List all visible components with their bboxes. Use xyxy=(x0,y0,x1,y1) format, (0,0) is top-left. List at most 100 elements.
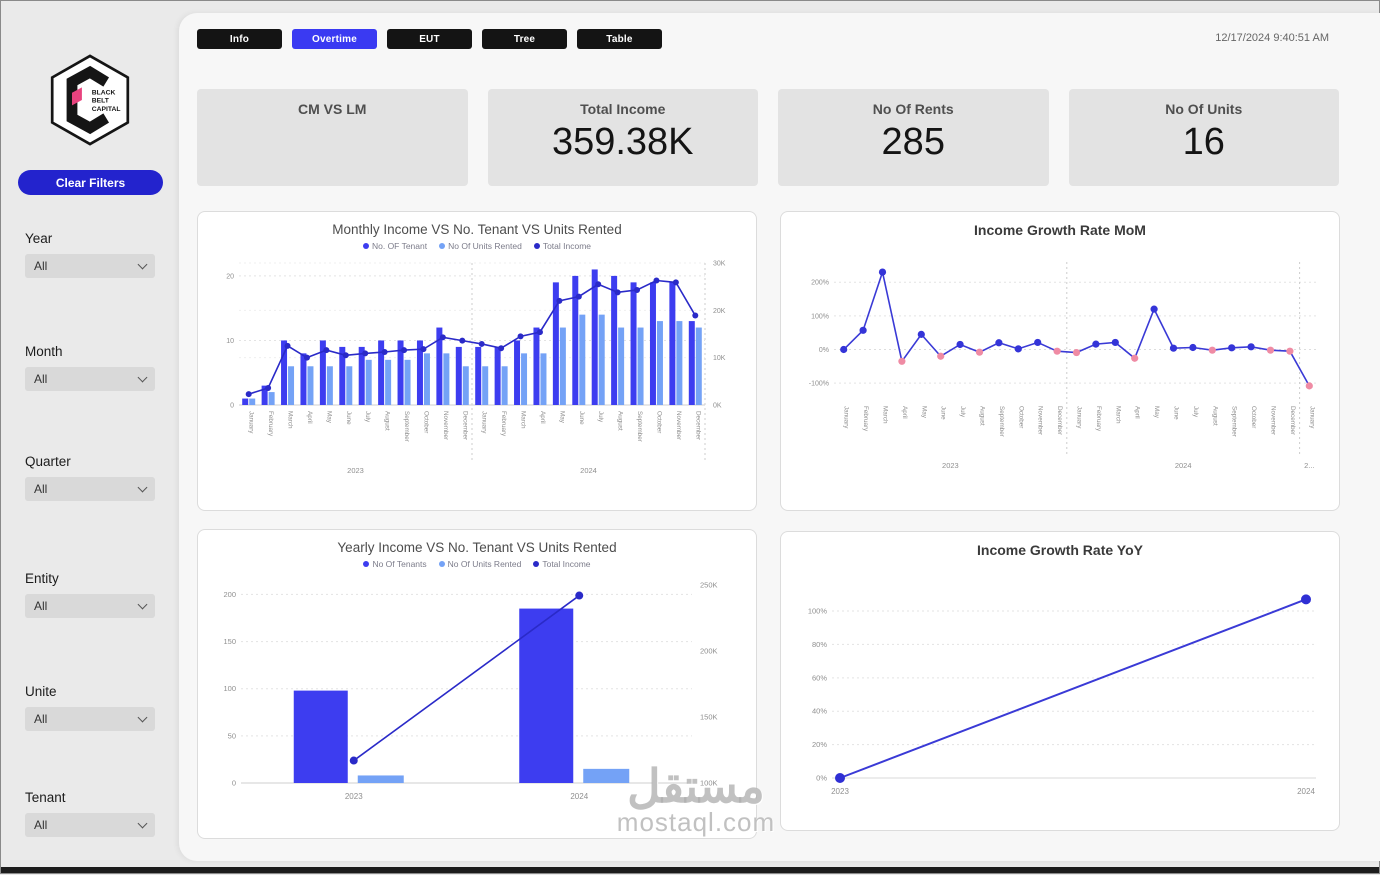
mom-point[interactable] xyxy=(1150,305,1158,313)
tenant-bar[interactable] xyxy=(552,282,559,405)
total-income-point[interactable] xyxy=(284,342,291,349)
total-income-point[interactable] xyxy=(458,337,465,344)
tab-table[interactable]: Table xyxy=(577,29,662,49)
tenants-bar[interactable] xyxy=(293,690,348,783)
units-bar[interactable] xyxy=(617,327,624,405)
tenant-bar[interactable] xyxy=(630,282,637,405)
tenant-bar[interactable] xyxy=(416,340,423,405)
units-bar[interactable] xyxy=(520,353,527,405)
total-income-point[interactable] xyxy=(439,334,446,341)
tenant-bar[interactable] xyxy=(241,398,248,405)
units-bar[interactable] xyxy=(656,321,663,405)
mom-point[interactable] xyxy=(917,330,925,338)
mom-point[interactable] xyxy=(1033,338,1041,347)
mom-point[interactable] xyxy=(878,268,886,276)
unite-filter-dropdown[interactable]: All xyxy=(25,707,155,731)
total-income-point[interactable] xyxy=(400,347,407,354)
total-income-point[interactable] xyxy=(594,281,601,288)
mom-point[interactable] xyxy=(1169,344,1177,352)
total-income-point[interactable] xyxy=(361,350,368,357)
total-income-point[interactable] xyxy=(691,312,698,319)
entity-filter-dropdown[interactable]: All xyxy=(25,594,155,618)
total-income-point[interactable] xyxy=(633,286,640,293)
units-bar[interactable] xyxy=(539,353,546,405)
tenant-bar[interactable] xyxy=(532,327,539,405)
tenant-bar[interactable] xyxy=(668,282,675,405)
tenant-bar[interactable] xyxy=(455,346,462,405)
tenant-bar[interactable] xyxy=(397,340,404,405)
tenant-bar[interactable] xyxy=(649,282,656,405)
total-income-point[interactable] xyxy=(478,340,485,347)
units-bar[interactable] xyxy=(423,353,430,405)
units-bar[interactable] xyxy=(501,366,508,405)
units-bar[interactable] xyxy=(637,327,644,405)
units-bar[interactable] xyxy=(345,366,352,405)
total-income-point[interactable] xyxy=(614,289,621,296)
total-income-point[interactable] xyxy=(555,297,562,304)
units-bar[interactable] xyxy=(384,359,391,405)
total-income-point[interactable] xyxy=(303,354,310,361)
units-bar[interactable] xyxy=(287,366,294,405)
clear-filters-button[interactable]: Clear Filters xyxy=(18,170,163,195)
month-filter-dropdown[interactable]: All xyxy=(25,367,155,391)
tab-tree[interactable]: Tree xyxy=(482,29,567,49)
units-bar[interactable] xyxy=(326,366,333,405)
total-income-point[interactable] xyxy=(574,591,583,600)
total-income-point[interactable] xyxy=(264,384,271,391)
tab-eut[interactable]: EUT xyxy=(387,29,472,49)
tenant-bar[interactable] xyxy=(610,275,617,405)
mom-point[interactable] xyxy=(1208,346,1216,354)
mom-point[interactable] xyxy=(1053,347,1061,355)
tenant-bar[interactable] xyxy=(591,269,598,405)
total-income-point[interactable] xyxy=(672,279,679,286)
quarter-filter-dropdown[interactable]: All xyxy=(25,477,155,501)
mom-point[interactable] xyxy=(1305,382,1313,390)
mom-point[interactable] xyxy=(1266,346,1274,354)
units-bar[interactable] xyxy=(598,314,605,405)
tenant-bar[interactable] xyxy=(474,346,481,405)
tenant-bar[interactable] xyxy=(280,340,287,405)
total-income-point[interactable] xyxy=(536,329,543,336)
total-income-point[interactable] xyxy=(245,391,252,398)
mom-point[interactable] xyxy=(1091,340,1099,348)
total-income-point[interactable] xyxy=(497,345,504,352)
units-bar[interactable] xyxy=(462,366,469,405)
tab-info[interactable]: Info xyxy=(197,29,282,49)
mom-point[interactable] xyxy=(975,348,983,356)
mom-point[interactable] xyxy=(1130,354,1138,362)
total-income-point[interactable] xyxy=(652,277,659,284)
mom-point[interactable] xyxy=(936,352,944,360)
tenant-bar[interactable] xyxy=(377,340,384,405)
units-bar[interactable] xyxy=(306,366,313,405)
mom-point[interactable] xyxy=(1247,343,1255,351)
mom-point[interactable] xyxy=(1227,344,1235,352)
tenant-bar[interactable] xyxy=(571,275,578,405)
mom-point[interactable] xyxy=(956,340,964,349)
units-bar[interactable] xyxy=(248,398,255,405)
mom-point[interactable] xyxy=(1014,345,1022,353)
units-bar[interactable] xyxy=(675,321,682,405)
total-income-point[interactable] xyxy=(381,348,388,355)
tenant-bar[interactable] xyxy=(494,346,501,405)
year-filter-dropdown[interactable]: All xyxy=(25,254,155,278)
tenant-bar[interactable] xyxy=(299,353,306,405)
tenant-bar[interactable] xyxy=(319,340,326,405)
yoy-point[interactable] xyxy=(834,773,845,783)
units-bar[interactable] xyxy=(559,327,566,405)
tenant-bar[interactable] xyxy=(688,321,695,405)
mom-point[interactable] xyxy=(994,339,1002,347)
mom-point[interactable] xyxy=(839,345,847,354)
tab-overtime[interactable]: Overtime xyxy=(292,29,377,49)
tenants-bar[interactable] xyxy=(518,608,573,783)
units-bar[interactable] xyxy=(404,359,411,405)
mom-point[interactable] xyxy=(859,326,867,334)
units-bar[interactable] xyxy=(357,775,404,783)
total-income-point[interactable] xyxy=(342,352,349,359)
units-bar[interactable] xyxy=(695,327,702,405)
units-bar[interactable] xyxy=(442,353,449,405)
yoy-point[interactable] xyxy=(1300,594,1311,605)
tenant-bar[interactable] xyxy=(435,327,442,405)
units-bar[interactable] xyxy=(481,366,488,405)
tenant-bar[interactable] xyxy=(358,346,365,405)
total-income-point[interactable] xyxy=(322,347,329,354)
